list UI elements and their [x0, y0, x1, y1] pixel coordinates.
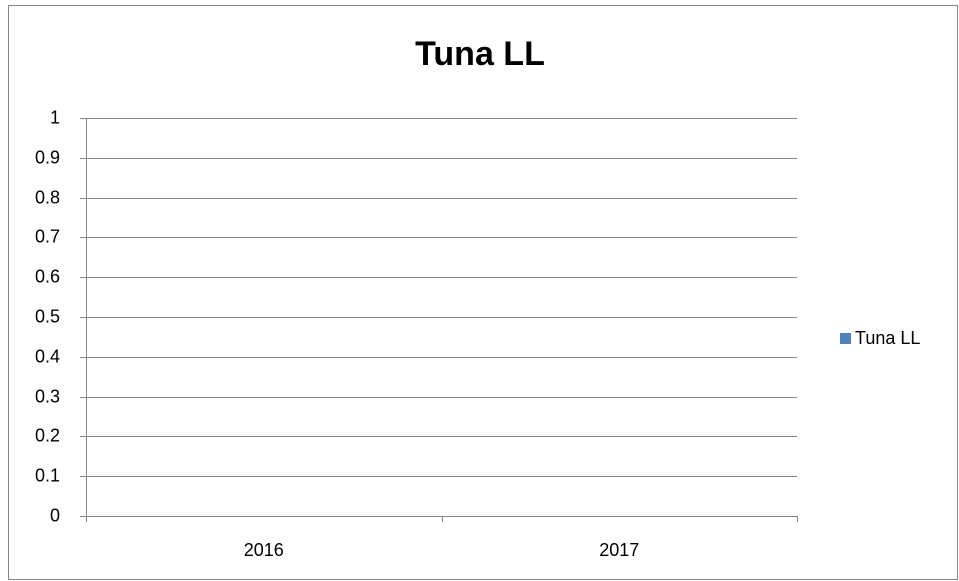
y-tick-label: 0.8 [35, 187, 60, 207]
y-tick-label: 0.9 [35, 147, 60, 167]
y-tick-label: 0.3 [35, 386, 60, 406]
x-tick-label: 2016 [244, 540, 284, 560]
y-tick-label: 0.6 [35, 266, 60, 286]
y-tick-label: 0.4 [35, 346, 60, 366]
legend-label: Tuna LL [855, 328, 920, 348]
chart-border [8, 5, 958, 580]
y-tick-label: 0 [50, 505, 60, 525]
x-tick-label: 2017 [599, 540, 639, 560]
y-tick-label: 1 [50, 107, 60, 127]
chart-title: Tuna LL [415, 35, 545, 73]
y-tick-label: 0.2 [35, 425, 60, 445]
y-tick-label: 0.5 [35, 306, 60, 326]
y-tick-label: 0.1 [35, 465, 60, 485]
y-tick-label: 0.7 [35, 226, 60, 246]
legend-swatch [840, 333, 851, 344]
